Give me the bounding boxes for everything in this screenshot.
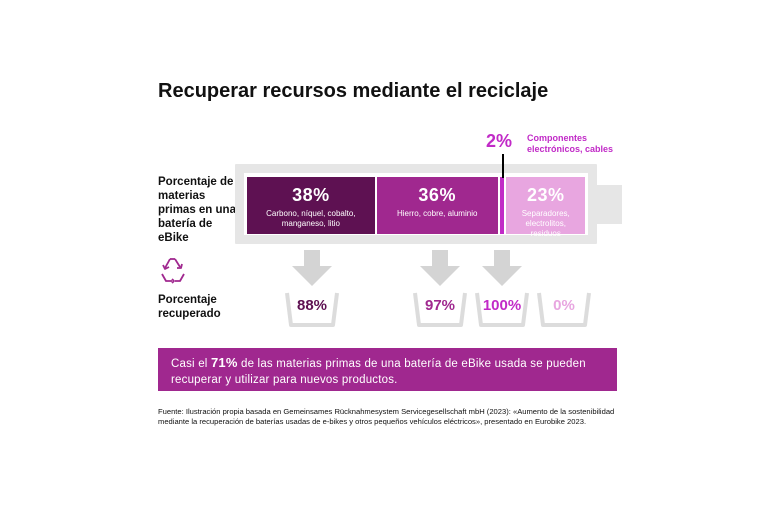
source-note: Fuente: Ilustración propia basada en Gem… [158, 407, 615, 426]
recovered-row-label: Porcentaje recuperado [158, 294, 221, 320]
battery-segment: 38% Carbono, níquel, cobalto, manganeso, … [247, 177, 375, 234]
recovered-percent: 88% [296, 297, 328, 314]
segment-description: Separadores, electrolitos, residuos [521, 209, 570, 238]
battery-outline [235, 164, 597, 244]
cup-icon [285, 292, 339, 327]
battery-terminal [597, 185, 622, 224]
callout-text: Componentes electrónicos, cables [527, 133, 613, 155]
callout-text-line1: Componentes [527, 133, 588, 143]
down-arrow-icon [482, 250, 522, 286]
battery-row-label: Porcentaje de materias primas en una bat… [158, 176, 236, 244]
battery-segment: 36% Hierro, cobre, aluminio [376, 177, 498, 234]
summary-text-after: de las materias primas de una batería de… [171, 358, 586, 386]
summary-text-before: Casi el [171, 358, 211, 370]
segment-percent: 38% [292, 185, 330, 205]
recovered-percent: 97% [424, 297, 456, 314]
summary-highlight: 71% [210, 355, 238, 370]
down-arrow-icon [292, 250, 332, 286]
callout-line [502, 154, 504, 178]
segment-percent: 23% [526, 185, 565, 205]
cup-icon [475, 292, 529, 327]
battery-segment: 23% Separadores, electrolitos, residuos [506, 177, 585, 238]
segment-description: Hierro, cobre, aluminio [396, 209, 478, 218]
page-title: Recuperar recursos mediante el reciclaje [158, 80, 549, 102]
summary-banner: Casi el 71% de las materias primas de un… [158, 348, 617, 391]
cup-icon [537, 292, 591, 327]
cup-icon [413, 292, 467, 327]
battery-segment [499, 177, 505, 234]
callout-percent: 2% [486, 131, 513, 151]
segment-description: Carbono, níquel, cobalto, manganeso, lit… [266, 209, 356, 228]
callout-text-line2: electrónicos, cables [527, 144, 614, 154]
recycle-icon [161, 258, 185, 284]
down-arrow-icon [420, 250, 460, 286]
segment-percent: 36% [418, 185, 456, 205]
recovered-percent: 0% [553, 297, 575, 314]
recovered-percent: 100% [482, 297, 522, 314]
